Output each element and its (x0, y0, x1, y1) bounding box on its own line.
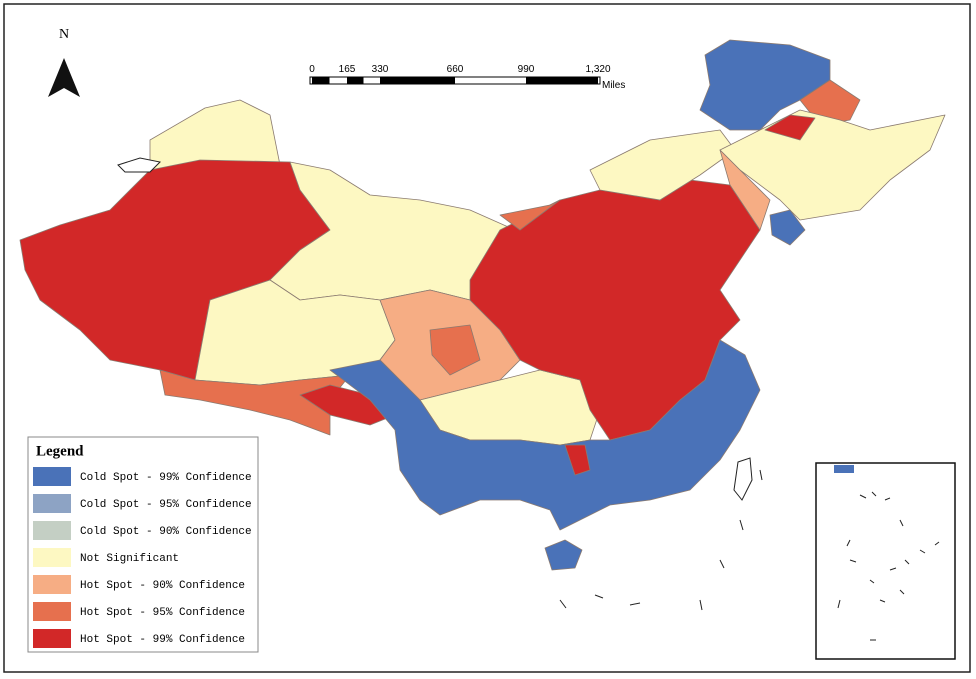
legend-swatch (33, 629, 71, 648)
scale-label: 165 (339, 64, 356, 75)
inset-frame (815, 462, 956, 660)
legend-label: Cold Spot - 99% Confidence (80, 472, 252, 484)
scale-bar: 0 165 330 660 990 1,320 Miles (309, 64, 625, 91)
legend-label: Cold Spot - 90% Confidence (80, 526, 252, 538)
legend-label: Hot Spot - 90% Confidence (80, 580, 245, 592)
scale-label: 660 (447, 64, 464, 75)
legend-title: Legend (36, 443, 84, 459)
region (719, 149, 771, 231)
legend-label: Hot Spot - 99% Confidence (80, 634, 245, 646)
region (589, 129, 736, 201)
legend-swatch (33, 575, 71, 594)
region (764, 114, 816, 141)
region (159, 369, 351, 436)
inset-islands (834, 465, 940, 641)
region (499, 199, 561, 231)
region (329, 339, 761, 531)
island (117, 157, 162, 173)
region (544, 539, 583, 571)
regions (19, 39, 946, 571)
taiwan (733, 457, 753, 501)
north-label: N (59, 27, 69, 42)
legend-swatch (33, 494, 71, 513)
scale-unit: Miles (602, 80, 625, 91)
scale-bar-segment (380, 77, 455, 84)
legend-label: Not Significant (80, 553, 179, 565)
scale-bar-segment (312, 77, 330, 84)
legend-label: Hot Spot - 95% Confidence (80, 607, 245, 619)
scale-label: 0 (309, 64, 315, 75)
scale-bar-segment (526, 77, 598, 84)
legend-swatch (33, 602, 71, 621)
north-arrow (48, 58, 80, 97)
scale-label: 1,320 (585, 64, 610, 75)
region (564, 444, 591, 476)
region (699, 39, 831, 131)
scale-label: 330 (372, 64, 389, 75)
region (429, 324, 481, 376)
legend-swatch (33, 467, 71, 486)
scale-label: 990 (518, 64, 535, 75)
south-islands (559, 469, 763, 611)
legend: Cold Spot - 99% Confidence Cold Spot - 95… (33, 467, 252, 648)
scale-bar-segment (347, 77, 364, 84)
legend-swatch (33, 521, 71, 540)
legend-label: Cold Spot - 95% Confidence (80, 499, 252, 511)
region (769, 209, 806, 246)
legend-swatch (33, 548, 71, 567)
